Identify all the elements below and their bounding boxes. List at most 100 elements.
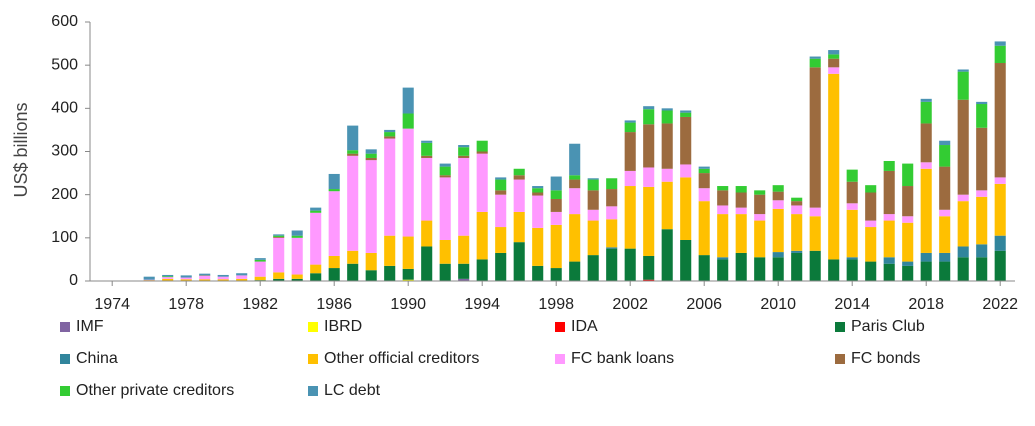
bar-segment: [606, 178, 618, 190]
bar-segment: [661, 110, 673, 124]
bar-segment: [458, 155, 470, 158]
bar-segment: [458, 145, 470, 148]
bar-segment: [939, 261, 951, 281]
bar-segment: [236, 273, 248, 276]
bar-segment: [957, 201, 969, 247]
bar-segment: [384, 129, 396, 133]
bar-segment: [865, 192, 877, 221]
bar-segment: [569, 143, 581, 176]
bar-segment: [421, 246, 433, 281]
bar-segment: [421, 142, 433, 156]
bar-segment: [458, 235, 470, 264]
bar-segment: [458, 278, 470, 281]
bar-segment: [217, 276, 229, 280]
bar-segment: [236, 278, 248, 281]
bar-segment: [273, 278, 285, 281]
bar-segment: [587, 190, 599, 210]
bar-segment: [661, 123, 673, 169]
bar-segment: [365, 149, 377, 154]
x-tick-label: 2018: [908, 296, 944, 313]
bar-segment: [902, 261, 914, 266]
y-tick-label: 200: [51, 186, 78, 203]
bar-segment: [421, 140, 433, 143]
bar-segment: [458, 147, 470, 156]
bar-segment: [569, 188, 581, 215]
bar-segment: [606, 248, 618, 281]
bar-segment: [957, 69, 969, 72]
bar-segment: [550, 190, 562, 199]
bar-segment: [291, 278, 303, 281]
y-tick-label: 600: [51, 13, 78, 30]
bar-segment: [384, 235, 396, 266]
y-tick-label: 100: [51, 229, 78, 246]
bar-segment: [920, 98, 932, 102]
legend-label: Other private creditors: [76, 382, 234, 399]
bar-segment: [828, 73, 840, 260]
bar-segment: [513, 242, 525, 281]
bar-segment: [698, 168, 710, 174]
x-tick-label: 2010: [760, 296, 796, 313]
bar-segment: [236, 275, 248, 279]
bar-segment: [476, 153, 488, 212]
bar-segment: [328, 189, 340, 192]
bar-segment: [698, 166, 710, 169]
bar-segment: [439, 166, 451, 176]
bar-segment: [643, 279, 655, 281]
bar-segment: [717, 205, 729, 215]
bar-segment: [402, 279, 414, 281]
bar-segment: [939, 209, 951, 217]
bar-segment: [883, 170, 895, 215]
bar-segment: [606, 189, 618, 207]
bar-segment: [883, 220, 895, 258]
bar-segment: [828, 54, 840, 59]
bar-segment: [976, 127, 988, 191]
bar-segment: [883, 160, 895, 171]
bar-segment: [976, 196, 988, 245]
x-tick-label: 2014: [834, 296, 870, 313]
legend-swatch: [555, 322, 565, 332]
bar-segment: [772, 200, 784, 209]
bar-segment: [846, 259, 858, 281]
bar-segment: [347, 250, 359, 264]
bar-segment: [920, 123, 932, 163]
bar-segment: [532, 192, 544, 196]
bar-segment: [162, 277, 174, 279]
bar-segment: [680, 177, 692, 240]
bar-segment: [532, 265, 544, 281]
bar-segment: [976, 101, 988, 105]
bar-segment: [513, 211, 525, 243]
bar-segment: [587, 255, 599, 281]
x-tick-label: 1974: [94, 296, 130, 313]
bar-segment: [643, 167, 655, 187]
bar-segment: [347, 263, 359, 281]
bar-segment: [254, 261, 266, 277]
bar-segment: [883, 214, 895, 221]
bar-segment: [439, 263, 451, 281]
bar-segment: [402, 128, 414, 237]
bar-segment: [587, 220, 599, 256]
bar-segment: [939, 216, 951, 253]
bar-segment: [569, 214, 581, 262]
x-tick-label: 1990: [390, 296, 426, 313]
legend-label: Paris Club: [851, 318, 925, 335]
bar-segment: [772, 191, 784, 201]
bar-segment: [569, 261, 581, 281]
bar-segment: [994, 41, 1006, 46]
legend-swatch: [835, 354, 845, 364]
bar-segment: [735, 252, 747, 281]
bar-segment: [754, 220, 766, 258]
bar-segment: [328, 268, 340, 281]
bar-segment: [550, 268, 562, 281]
bar-segment: [199, 279, 211, 281]
legend-swatch: [60, 354, 70, 364]
legend-label: Other official creditors: [324, 350, 479, 367]
bar-segment: [458, 157, 470, 236]
bar-segment: [402, 268, 414, 280]
bar-segment: [384, 136, 396, 139]
bar-segment: [828, 50, 840, 55]
bar-segment: [310, 207, 322, 211]
bar-segment: [310, 210, 322, 213]
bar-segment: [495, 227, 507, 253]
legend-label: FC bonds: [851, 350, 920, 367]
bar-segment: [809, 216, 821, 251]
